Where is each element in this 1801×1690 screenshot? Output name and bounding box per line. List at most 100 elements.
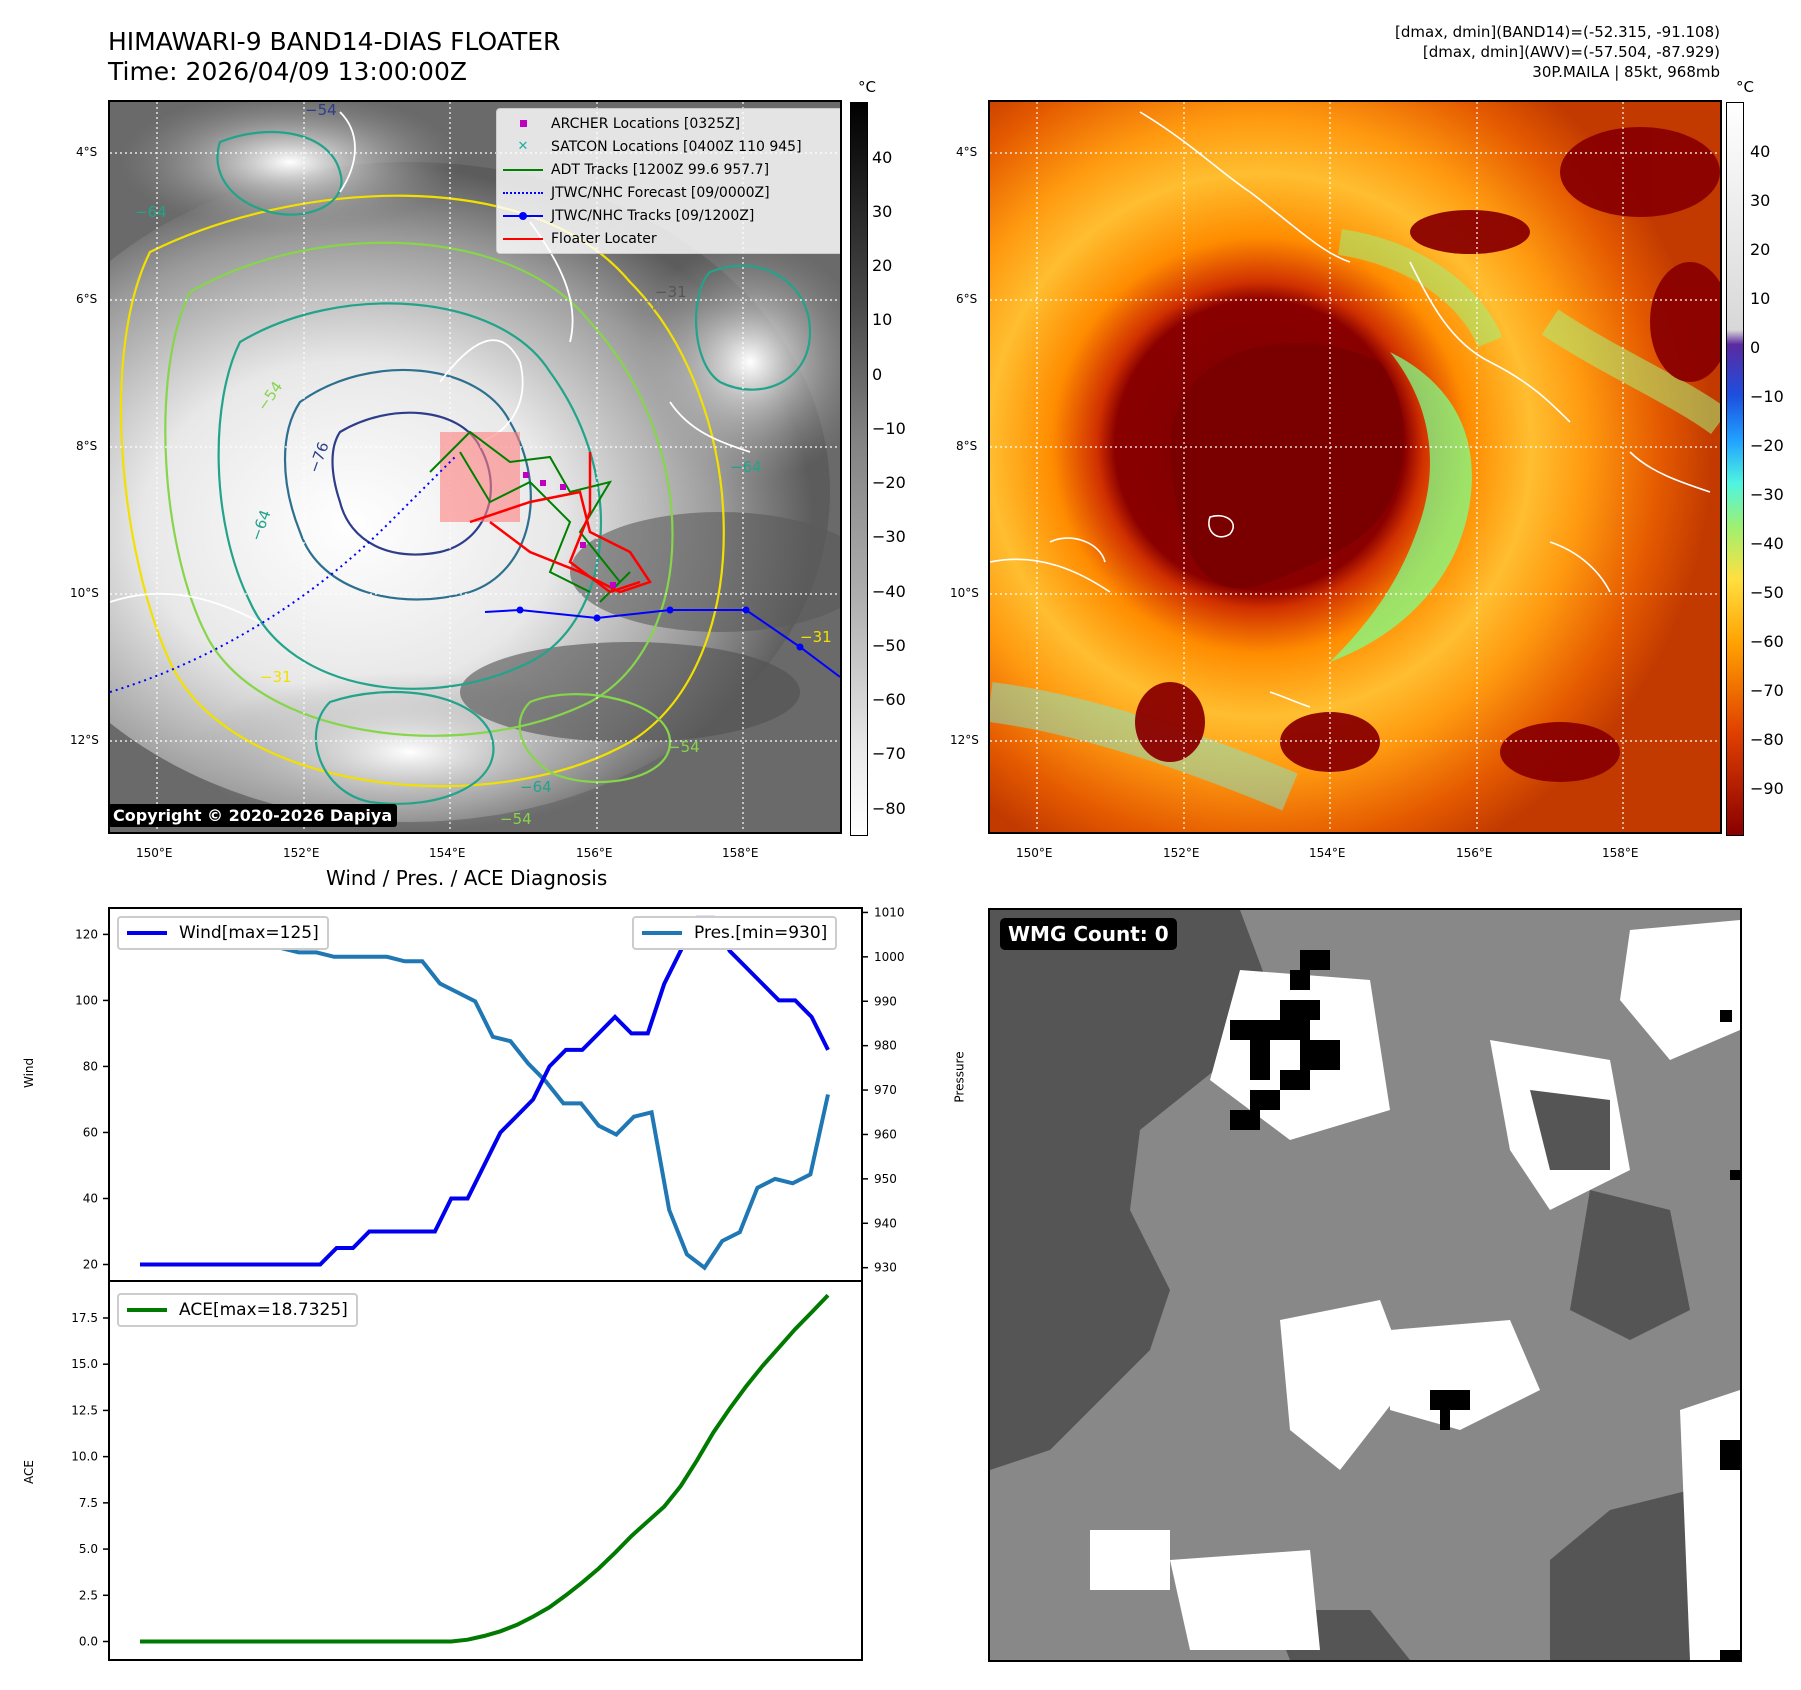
cb-tick: 30 xyxy=(1750,191,1771,210)
cb-tick: 40 xyxy=(1750,142,1771,161)
title-line-2: Time: 2026/04/09 13:00:00Z xyxy=(108,57,467,86)
legend-item-floater: Floater Locater xyxy=(503,227,840,250)
axis-tick-label: 120 xyxy=(75,927,98,941)
legend-label: JTWC/NHC Tracks [09/1200Z] xyxy=(551,207,755,224)
axis-tick-label: 20 xyxy=(83,1257,98,1271)
ace-series-line xyxy=(140,1293,830,1644)
axis-tick-label: 5.0 xyxy=(79,1542,98,1556)
wind-series-line xyxy=(140,915,830,1267)
lat-label: 4°S xyxy=(76,145,98,159)
cb-tick: −50 xyxy=(1750,583,1784,602)
axis-tick-label: 40 xyxy=(83,1191,98,1205)
info-line-2: [dmax, dmin](AWV)=(-57.504, -87.929) xyxy=(1422,43,1720,61)
axis-tick-label: 15.0 xyxy=(71,1357,98,1371)
cb-tick: −50 xyxy=(872,636,906,655)
map-gridlines xyxy=(990,102,1720,832)
legend-label: JTWC/NHC Forecast [09/0000Z] xyxy=(551,184,770,201)
axis-tick-label: 100 xyxy=(75,993,98,1007)
lat-label: 12°S xyxy=(950,733,979,747)
cb-tick: −60 xyxy=(1750,632,1784,651)
awv-map-image xyxy=(990,102,1720,832)
cb-tick: −80 xyxy=(1750,730,1784,749)
lat-label: 6°S xyxy=(76,292,98,306)
legend-item-jtwc: JTWC/NHC Tracks [09/1200Z] xyxy=(503,204,840,227)
cb-tick: −20 xyxy=(1750,436,1784,455)
cb-tick: 10 xyxy=(1750,289,1771,308)
contour-label: −54 xyxy=(500,810,532,828)
cb-tick: −10 xyxy=(872,419,906,438)
cb-tick: 20 xyxy=(872,256,893,275)
info-line-3: 30P.MAILA | 85kt, 968mb xyxy=(1532,63,1720,81)
floater-box xyxy=(440,432,520,522)
right-colorbar xyxy=(1726,102,1744,836)
cb-tick: −40 xyxy=(872,582,906,601)
lat-label: 10°S xyxy=(70,586,99,600)
line-icon xyxy=(127,931,167,935)
figure-title: HIMAWARI-9 BAND14-DIAS FLOATER Time: 202… xyxy=(108,27,560,87)
axis-tick-label: 17.5 xyxy=(71,1311,98,1325)
wind-legend-label: Wind[max=125] xyxy=(179,923,319,943)
line-icon xyxy=(127,1308,167,1312)
lon-label: 152°E xyxy=(1163,846,1200,860)
ace-legend-label: ACE[max=18.7325] xyxy=(179,1300,348,1320)
right-colorbar-unit: °C xyxy=(1736,78,1754,96)
axis-tick-label: 80 xyxy=(83,1059,98,1073)
pres-series-line xyxy=(140,928,830,1271)
wmg-panel xyxy=(988,908,1742,1662)
contour-label: −64 xyxy=(520,778,552,796)
pres-legend-label: Pres.[min=930] xyxy=(694,923,828,943)
axis-tick-label: 930 xyxy=(874,1261,897,1275)
axis-tick-label: 990 xyxy=(874,994,897,1008)
left-colorbar xyxy=(850,102,868,836)
cb-tick: −30 xyxy=(1750,485,1784,504)
legend-item-satcon: ✕ SATCON Locations [0400Z 110 945] xyxy=(503,135,840,158)
legend-label: Floater Locater xyxy=(551,230,657,247)
diagnosis-chart: 20 40 60 80 100 120 930 940 950 960 970 980 990 1000… xyxy=(71,905,905,1661)
wind-axis-label: Wind xyxy=(22,1057,36,1088)
axis-tick-label: 940 xyxy=(874,1216,897,1230)
square-marker-icon xyxy=(503,114,543,134)
cb-tick: −30 xyxy=(872,527,906,546)
contour-label: −31 xyxy=(800,628,832,646)
cb-tick: −90 xyxy=(1750,779,1784,798)
lon-label: 152°E xyxy=(283,846,320,860)
cb-tick: 10 xyxy=(872,310,893,329)
wind-legend: Wind[max=125] xyxy=(117,916,329,950)
info-block: [dmax, dmin](BAND14)=(-52.315, -91.108) … xyxy=(1395,22,1720,82)
contour-label: −54 xyxy=(305,102,337,119)
cb-tick: −70 xyxy=(1750,681,1784,700)
line-icon xyxy=(503,160,543,180)
archer-locations xyxy=(523,472,616,588)
cb-tick: 40 xyxy=(872,148,893,167)
lat-label: 10°S xyxy=(950,586,979,600)
contour-label: −31 xyxy=(260,668,292,686)
wmg-count-badge: WMG Count: 0 xyxy=(1000,918,1177,950)
awv-map-panel xyxy=(988,100,1722,834)
lon-label: 158°E xyxy=(1602,846,1639,860)
cb-tick: 20 xyxy=(1750,240,1771,259)
legend-label: ARCHER Locations [0325Z] xyxy=(551,115,741,132)
ir-map-panel: −54 −64 −54 −31 −76 −64 −54 −31 −54 −64 … xyxy=(108,100,842,834)
copyright-badge: Copyright © 2020-2026 Dapiya xyxy=(108,804,398,827)
cb-tick: −80 xyxy=(872,799,906,818)
jtwc-track-points xyxy=(516,606,804,651)
ace-axis-label: ACE xyxy=(22,1460,36,1484)
line-icon xyxy=(642,931,682,935)
lat-label: 12°S xyxy=(70,733,99,747)
lat-label: 8°S xyxy=(76,439,98,453)
axis-tick-label: 10.0 xyxy=(71,1450,98,1464)
wind-pres-axes xyxy=(108,907,863,1282)
title-line-1: HIMAWARI-9 BAND14-DIAS FLOATER xyxy=(108,27,561,56)
info-line-1: [dmax, dmin](BAND14)=(-52.315, -91.108) xyxy=(1395,23,1720,41)
axis-tick-label: 970 xyxy=(874,1083,897,1097)
lon-label: 150°E xyxy=(136,846,173,860)
lat-label: 4°S xyxy=(956,145,978,159)
contour-label: −54 xyxy=(630,298,662,316)
cb-tick: 30 xyxy=(872,202,893,221)
lat-label: 6°S xyxy=(956,292,978,306)
x-marker-icon: ✕ xyxy=(517,139,529,154)
contour-label: −64 xyxy=(135,203,167,221)
cb-tick: 0 xyxy=(1750,338,1761,357)
lon-label: 156°E xyxy=(1456,846,1493,860)
cb-tick: −40 xyxy=(1750,534,1784,553)
